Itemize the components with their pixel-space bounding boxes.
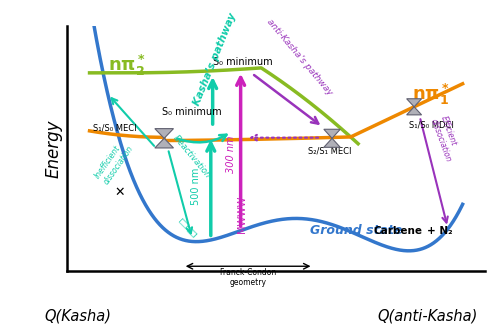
Text: Inefficient
dissociation: Inefficient dissociation bbox=[94, 138, 135, 186]
Text: S₀ minimum: S₀ minimum bbox=[212, 57, 272, 67]
Text: Carbene: Carbene bbox=[373, 226, 422, 236]
Text: S₂/S₁ MECI: S₂/S₁ MECI bbox=[308, 146, 352, 155]
Text: Q(anti-Kasha): Q(anti-Kasha) bbox=[378, 308, 478, 323]
Text: Ground state: Ground state bbox=[310, 224, 402, 237]
Text: ✕: ✕ bbox=[115, 186, 126, 199]
Text: Deactivation: Deactivation bbox=[172, 133, 212, 180]
Polygon shape bbox=[155, 138, 174, 148]
Text: S₁/S₀ MDCI: S₁/S₀ MDCI bbox=[408, 121, 454, 130]
Text: Q(Kasha): Q(Kasha) bbox=[44, 308, 111, 323]
Text: 300 nm: 300 nm bbox=[226, 136, 235, 173]
Polygon shape bbox=[324, 138, 340, 147]
Text: + N₂: + N₂ bbox=[427, 226, 453, 236]
Text: 〜
〜: 〜 〜 bbox=[178, 217, 199, 238]
Text: $\mathbf{n\pi_2^*}$: $\mathbf{n\pi_2^*}$ bbox=[108, 52, 146, 78]
Text: Kasha’s pathway: Kasha’s pathway bbox=[192, 12, 238, 107]
Polygon shape bbox=[155, 128, 174, 138]
Text: S₁/S₀ MECI: S₁/S₀ MECI bbox=[92, 124, 136, 133]
Polygon shape bbox=[324, 129, 340, 138]
Polygon shape bbox=[406, 107, 422, 115]
Text: S₀ minimum: S₀ minimum bbox=[162, 107, 222, 117]
Polygon shape bbox=[406, 99, 422, 107]
Text: MWWW: MWWW bbox=[237, 196, 247, 233]
Text: anti-Kasha’s pathway: anti-Kasha’s pathway bbox=[265, 18, 334, 97]
Text: Efficient
dissociation: Efficient dissociation bbox=[429, 114, 462, 163]
Text: $\mathbf{n\pi_1^*}$: $\mathbf{n\pi_1^*}$ bbox=[412, 82, 450, 107]
Y-axis label: Energy: Energy bbox=[45, 120, 63, 178]
Text: 500 nm: 500 nm bbox=[191, 168, 201, 206]
Text: Franck-Condon
geometry: Franck-Condon geometry bbox=[220, 268, 276, 287]
